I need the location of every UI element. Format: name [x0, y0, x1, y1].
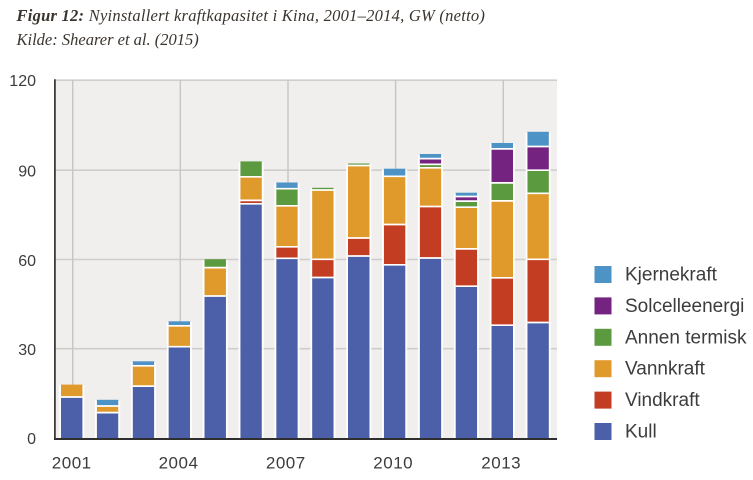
- svg-text:2004: 2004: [159, 454, 199, 473]
- svg-text:2013: 2013: [481, 454, 521, 473]
- svg-text:90: 90: [18, 164, 36, 181]
- svg-text:0: 0: [27, 431, 36, 448]
- svg-text:2007: 2007: [266, 454, 306, 473]
- svg-text:Annen termisk: Annen termisk: [625, 327, 747, 348]
- svg-text:2010: 2010: [373, 454, 413, 473]
- svg-text:30: 30: [18, 342, 36, 359]
- svg-text:120: 120: [9, 73, 36, 90]
- svg-text:Kjernekraft: Kjernekraft: [625, 265, 718, 286]
- svg-text:Vindkraft: Vindkraft: [625, 390, 700, 411]
- svg-text:Vannkraft: Vannkraft: [625, 359, 706, 380]
- svg-text:Solcelleenergi: Solcelleenergi: [625, 296, 744, 317]
- svg-text:60: 60: [18, 253, 36, 270]
- svg-text:2001: 2001: [52, 454, 92, 473]
- svg-text:Kull: Kull: [625, 422, 657, 443]
